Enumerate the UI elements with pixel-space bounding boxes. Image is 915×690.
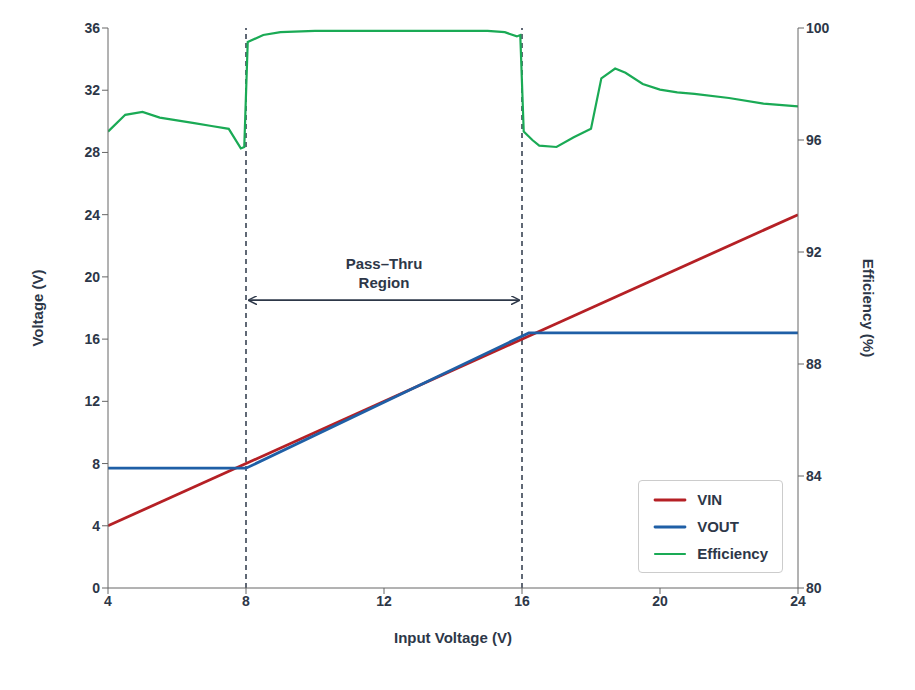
- svg-text:24: 24: [84, 207, 100, 223]
- svg-text:8: 8: [92, 456, 100, 472]
- svg-text:Voltage (V): Voltage (V): [29, 269, 46, 346]
- svg-text:8: 8: [242, 593, 250, 609]
- svg-text:88: 88: [806, 356, 822, 372]
- svg-text:28: 28: [84, 144, 100, 160]
- svg-text:0: 0: [92, 580, 100, 596]
- svg-text:32: 32: [84, 82, 100, 98]
- svg-text:20: 20: [652, 593, 668, 609]
- svg-text:Efficiency (%): Efficiency (%): [860, 259, 877, 357]
- svg-text:Pass–ThruRegion: Pass–ThruRegion: [346, 255, 423, 291]
- svg-text:12: 12: [376, 593, 392, 609]
- svg-text:92: 92: [806, 244, 822, 260]
- svg-text:80: 80: [806, 580, 822, 596]
- svg-text:16: 16: [514, 593, 530, 609]
- svg-text:36: 36: [84, 20, 100, 36]
- html-text:VOUT: VOUT: [697, 518, 739, 535]
- html-text:VIN: VIN: [697, 491, 723, 508]
- svg-text:4: 4: [92, 518, 100, 534]
- svg-text:24: 24: [790, 593, 806, 609]
- svg-text:84: 84: [806, 468, 822, 484]
- svg-text:Input Voltage (V): Input Voltage (V): [394, 629, 512, 646]
- svg-text:16: 16: [84, 331, 100, 347]
- svg-text:100: 100: [806, 20, 830, 36]
- svg-text:20: 20: [84, 269, 100, 285]
- html-text:Efficiency: Efficiency: [697, 545, 768, 562]
- svg-text:12: 12: [84, 393, 100, 409]
- svg-text:4: 4: [104, 593, 112, 609]
- svg-text:96: 96: [806, 132, 822, 148]
